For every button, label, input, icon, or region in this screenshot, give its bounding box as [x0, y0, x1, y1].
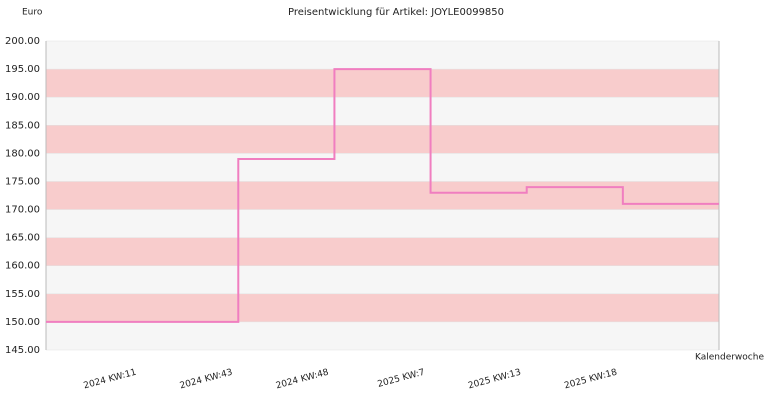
- chart-title: Preisentwicklung für Artikel: JOYLE00998…: [288, 7, 504, 18]
- x-axis-label: Kalenderwoche: [695, 353, 764, 363]
- grid-band: [46, 125, 719, 154]
- y-tick-label: 185.00: [5, 120, 40, 131]
- x-tick-label: 2025 KW:13: [467, 368, 522, 392]
- y-tick-label: 180.00: [5, 148, 40, 159]
- y-tick-label: 160.00: [5, 261, 40, 272]
- y-tick-label: 150.00: [5, 317, 40, 328]
- grid-band: [46, 153, 719, 182]
- y-tick-label: 175.00: [5, 176, 40, 187]
- grid-band: [46, 321, 719, 350]
- y-tick-label: 155.00: [5, 289, 40, 300]
- grid-band: [46, 69, 719, 98]
- y-tick-label: 190.00: [5, 92, 40, 103]
- y-tick-label: 200.00: [5, 36, 40, 47]
- grid-band: [46, 237, 719, 266]
- x-tick-label: 2025 KW:18: [563, 368, 618, 392]
- x-tick-label: 2025 KW:7: [377, 368, 426, 390]
- x-tick-label: 2024 KW:43: [179, 368, 234, 392]
- x-tick-label: 2024 KW:48: [275, 368, 330, 392]
- y-axis-label: Euro: [22, 8, 43, 18]
- y-tick-label: 195.00: [5, 64, 40, 75]
- x-tick-label: 2024 KW:11: [83, 368, 138, 392]
- grid-band: [46, 293, 719, 322]
- grid-band: [46, 181, 719, 210]
- grid-band: [46, 41, 719, 70]
- grid-band: [46, 97, 719, 126]
- grid-band: [46, 265, 719, 294]
- price-line: [46, 68, 719, 323]
- y-tick-label: 145.00: [5, 345, 40, 356]
- y-tick-label: 165.00: [5, 233, 40, 244]
- y-tick-label: 170.00: [5, 205, 40, 216]
- grid-band: [46, 209, 719, 238]
